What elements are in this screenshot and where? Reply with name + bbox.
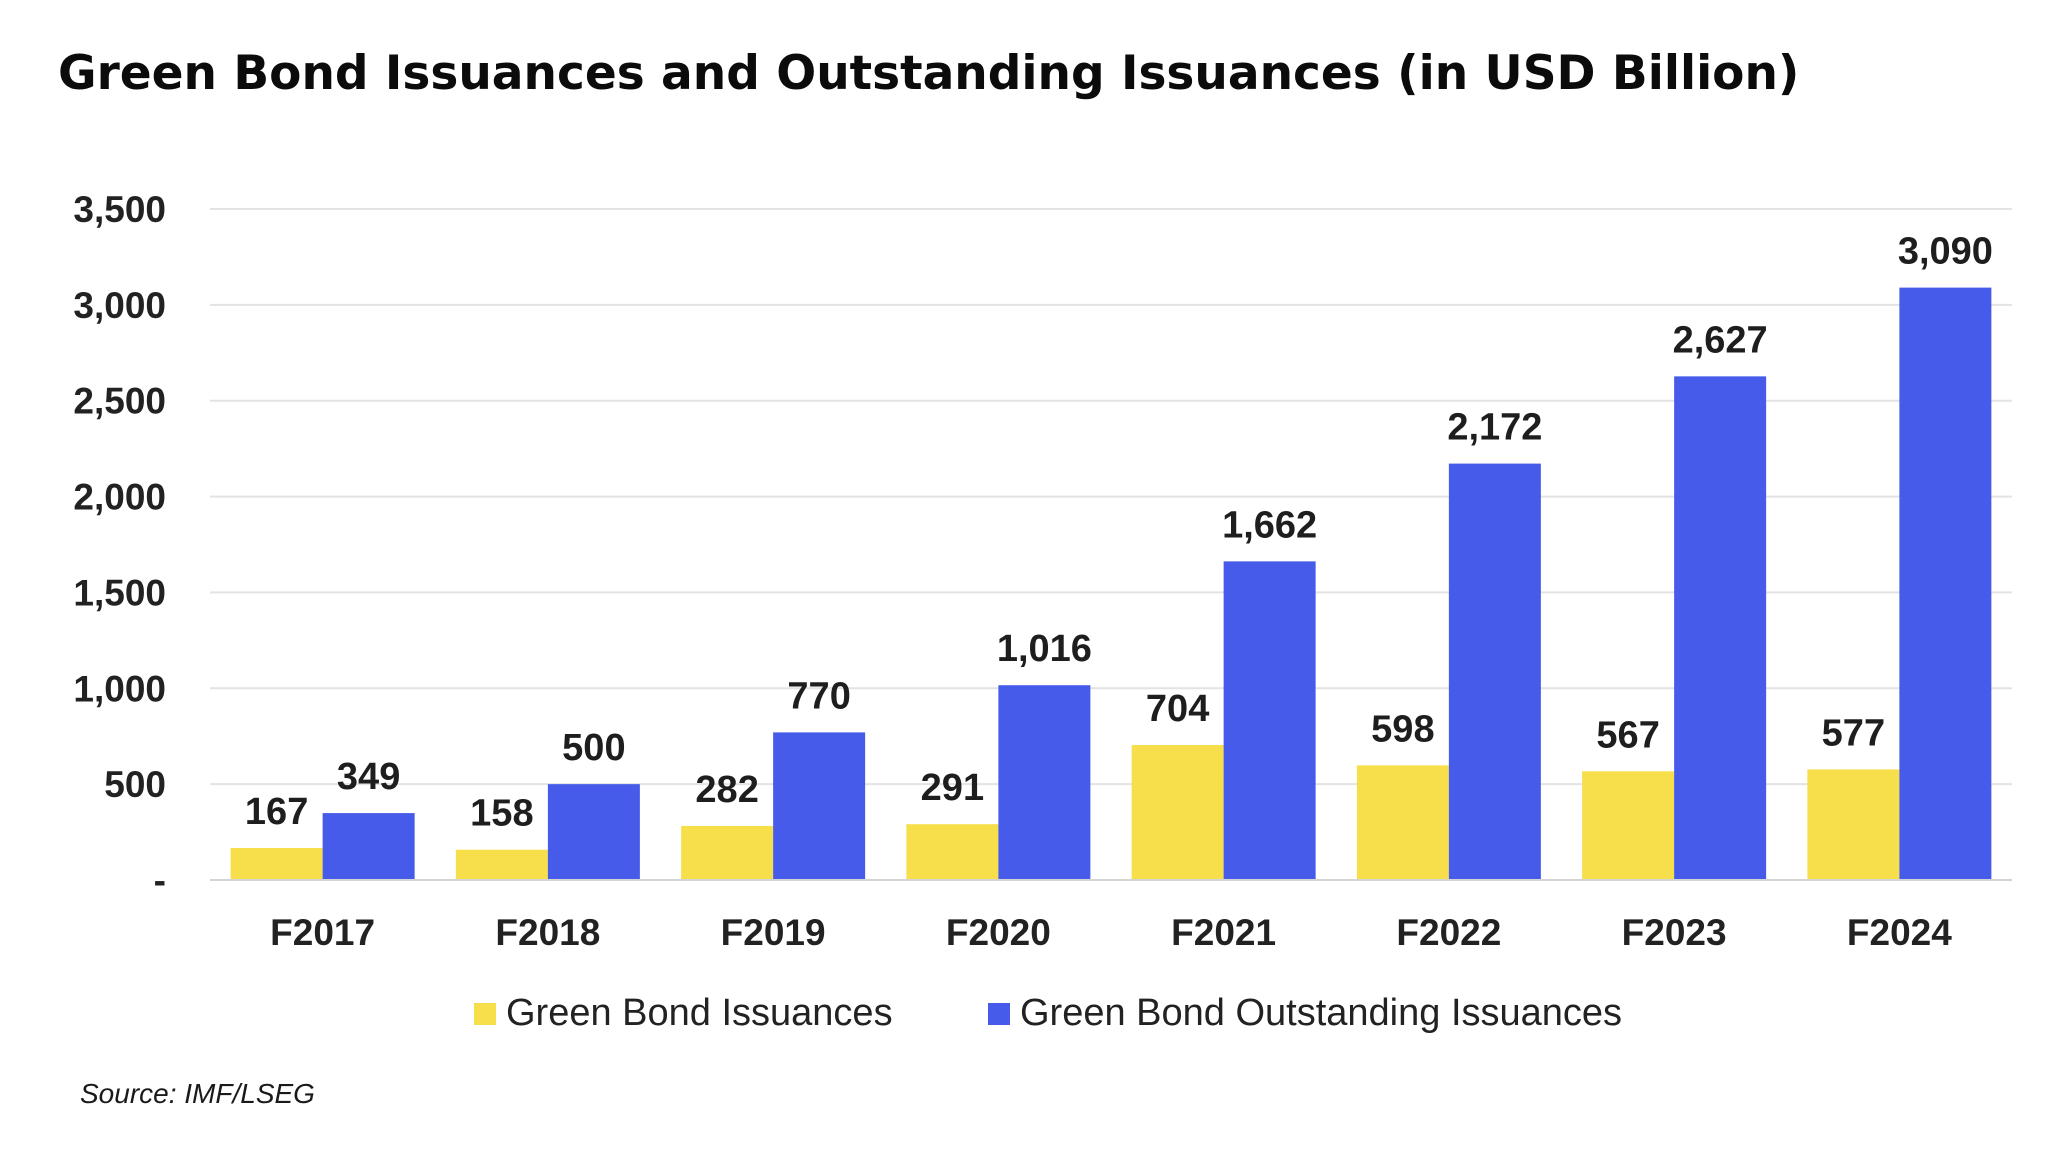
y-tick-label: 500 [104,764,166,805]
bar-issuances [1807,769,1900,880]
legend-swatch [988,1003,1010,1025]
y-tick-label: 3,000 [73,285,166,326]
chart-title: Green Bond Issuances and Outstanding Iss… [58,46,1800,101]
data-label: 291 [921,767,984,809]
data-label: 349 [337,756,400,798]
legend-label: Green Bond Issuances [506,992,893,1034]
bar-outstanding [1223,561,1316,880]
data-label: 598 [1371,708,1434,750]
data-label: 770 [787,675,850,717]
x-tick-label: F2018 [495,912,600,953]
bar-issuances [1356,765,1449,880]
bar-issuances [906,824,999,880]
data-label: 1,016 [997,628,1092,670]
data-label: 500 [562,727,625,769]
x-tick-label: F2021 [1171,912,1276,953]
legend-swatch [474,1003,496,1025]
y-tick-label: 1,000 [73,668,166,709]
y-tick-label: 3,500 [73,189,166,230]
x-tick-label: F2022 [1396,912,1501,953]
x-tick-label: F2024 [1847,912,1952,953]
data-label: 567 [1596,714,1659,756]
x-tick-label: F2019 [721,912,826,953]
y-tick-label: - [154,860,166,901]
data-label: 2,627 [1673,319,1768,361]
data-label: 158 [470,793,533,835]
bar-outstanding [773,732,866,880]
data-label: 577 [1822,712,1885,754]
y-tick-label: 2,500 [73,381,166,422]
data-label: 3,090 [1898,231,1993,273]
data-label: 1,662 [1222,504,1317,546]
data-label: 2,172 [1447,407,1542,449]
legend: Green Bond Issuances Green Bond Outstandi… [474,992,1622,1034]
bars [230,287,1992,880]
y-tick-label: 2,000 [73,477,166,518]
data-label: 704 [1146,688,1209,730]
legend-label: Green Bond Outstanding Issuances [1020,992,1622,1034]
y-tick-label: 1,500 [73,572,166,613]
data-labels: 167 349 158 500 282 770 291 1,016 704 1,662 598 2,1… [245,231,1993,835]
bar-issuances [455,849,548,880]
bar-outstanding [998,685,1091,880]
bar-outstanding [547,784,640,880]
source-note: Source: IMF/LSEG [80,1078,315,1109]
data-label: 282 [695,769,758,811]
bar-outstanding [1448,463,1541,880]
x-tick-label: F2017 [270,912,375,953]
x-tick-label: F2020 [946,912,1051,953]
x-axis: F2017 F2018 F2019 F2020 F2021 F2022 F2023 F2024 [210,879,2012,953]
bar-issuances [1582,771,1675,880]
data-label: 167 [245,791,308,833]
bar-outstanding [1899,287,1992,880]
bar-issuances [1131,745,1224,880]
bar-outstanding [1674,376,1767,880]
bar-outstanding [322,813,415,880]
bar-issuances [681,825,774,880]
x-tick-label: F2023 [1622,912,1727,953]
gridlines [210,208,2012,786]
y-axis-labels: - 500 1,000 1,500 2,000 2,500 3,000 3,500 [73,189,166,901]
bar-issuances [230,847,323,880]
